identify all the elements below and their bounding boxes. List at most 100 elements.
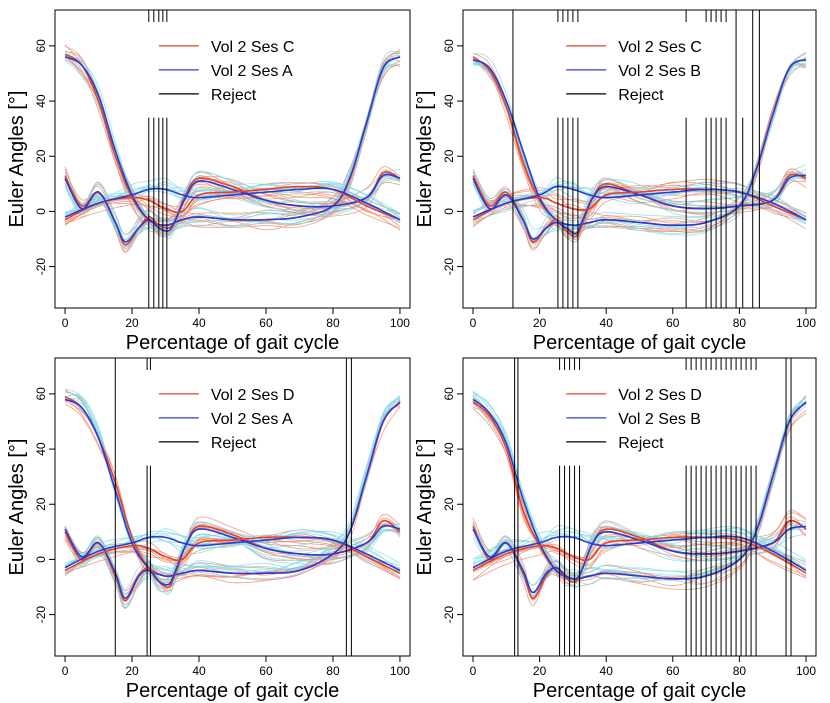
y-tick-label: 20 xyxy=(34,149,48,163)
plot-area xyxy=(64,388,401,609)
x-tick-label: 60 xyxy=(259,664,273,678)
legend-bg xyxy=(551,28,727,99)
y-tick-label: 0 xyxy=(442,208,456,215)
series-line-second-abd xyxy=(64,173,401,243)
x-tick-label: 40 xyxy=(600,664,614,678)
legend: Vol 2 Ses C Vol 2 Ses B Reject xyxy=(551,28,727,104)
y-tick-label: 60 xyxy=(442,39,456,53)
series-line-second-flex xyxy=(64,398,401,578)
x-tick-label: 80 xyxy=(733,664,747,678)
chart-panel-1: 0 20 40 60 80 100 -20 0 20 40 60 Percentage of gait… xyxy=(6,9,411,354)
y-tick-label: 40 xyxy=(34,94,48,108)
x-tick-label: 80 xyxy=(326,664,340,678)
legend-entry: Vol 2 Ses C xyxy=(618,39,702,56)
trial-curve xyxy=(64,191,401,231)
trial-curve xyxy=(472,529,807,570)
x-tick-label: 20 xyxy=(533,316,547,330)
y-tick-label: 60 xyxy=(34,387,48,401)
trial-curve xyxy=(472,530,807,599)
y-tick-label: -20 xyxy=(34,606,48,624)
legend-bg xyxy=(143,28,319,99)
x-tick-label: 80 xyxy=(326,316,340,330)
x-tick-label: 20 xyxy=(533,664,547,678)
series-line-second-rot xyxy=(64,187,401,221)
legend-entry: Vol 2 Ses D xyxy=(211,387,295,404)
legend-entry: Vol 2 Ses B xyxy=(618,411,701,428)
chart-panel-2: 0 20 40 60 80 100 -20 0 20 40 60 Percentage of gait… xyxy=(414,9,817,354)
x-tick-label: 100 xyxy=(796,664,816,678)
x-tick-label: 0 xyxy=(62,664,69,678)
trial-curve xyxy=(64,176,401,248)
legend-entry: Vol 2 Ses D xyxy=(618,387,702,404)
y-tick-label: 40 xyxy=(34,442,48,456)
trial-curve xyxy=(64,54,401,233)
x-tick-label: 40 xyxy=(192,316,206,330)
legend-entry: Vol 2 Ses A xyxy=(211,63,293,80)
y-axis-label: Euler Angles [°] xyxy=(414,439,436,576)
series-line-second-flex xyxy=(472,58,807,227)
x-tick-label: 20 xyxy=(125,316,139,330)
y-axis-label: Euler Angles [°] xyxy=(414,91,436,228)
x-tick-label: 80 xyxy=(733,316,747,330)
y-tick-label: 40 xyxy=(442,94,456,108)
legend-entry: Reject xyxy=(211,435,257,452)
series-line-second-rot xyxy=(472,535,807,572)
series-line-second-flex xyxy=(472,398,807,580)
x-tick-label: 60 xyxy=(666,316,680,330)
legend-entry: Reject xyxy=(618,435,664,452)
legend-entry: Reject xyxy=(211,87,257,104)
chart-panel-3: 0 20 40 60 80 100 -20 0 20 40 60 Percentage of gait… xyxy=(6,357,411,702)
trial-curve xyxy=(472,179,807,251)
y-tick-label: -20 xyxy=(442,606,456,624)
x-tick-label: 0 xyxy=(470,316,477,330)
legend-bg xyxy=(143,376,319,447)
y-tick-label: 20 xyxy=(442,149,456,163)
x-tick-label: 60 xyxy=(666,664,680,678)
trial-curve xyxy=(472,539,807,581)
legend-entry: Vol 2 Ses A xyxy=(211,411,293,428)
plot-frame xyxy=(54,357,411,657)
x-axis-label: Percentage of gait cycle xyxy=(126,332,339,354)
y-tick-label: 0 xyxy=(442,556,456,563)
x-tick-label: 40 xyxy=(600,316,614,330)
plot-area xyxy=(472,51,807,251)
series-line-second-rot xyxy=(64,535,401,572)
y-tick-label: 0 xyxy=(34,556,48,563)
plot-area xyxy=(64,44,401,253)
x-tick-label: 0 xyxy=(62,316,69,330)
legend-bg xyxy=(551,376,727,447)
y-tick-label: 20 xyxy=(34,497,48,511)
y-tick-label: 0 xyxy=(34,208,48,215)
legend-entry: Vol 2 Ses C xyxy=(211,39,295,56)
trial-curve xyxy=(472,396,807,580)
y-tick-label: -20 xyxy=(34,258,48,276)
plot-area xyxy=(472,390,807,607)
trial-curve xyxy=(472,174,807,247)
trial-curve xyxy=(64,537,401,576)
x-tick-label: 60 xyxy=(259,316,273,330)
trial-curve xyxy=(64,175,401,248)
y-axis-label: Euler Angles [°] xyxy=(6,91,28,228)
plot-frame xyxy=(462,357,817,657)
trial-curve xyxy=(472,189,807,225)
x-tick-label: 20 xyxy=(125,664,139,678)
legend: Vol 2 Ses D Vol 2 Ses A Reject xyxy=(143,376,319,452)
series-line-second-rot xyxy=(472,185,807,221)
series-line-first-rot xyxy=(472,536,807,574)
x-tick-label: 40 xyxy=(192,664,206,678)
plot-frame xyxy=(54,9,411,309)
legend-entry: Reject xyxy=(618,87,664,104)
series-line-second-flex xyxy=(64,56,401,226)
legend-entry: Vol 2 Ses B xyxy=(618,63,701,80)
x-tick-label: 100 xyxy=(796,316,816,330)
legend: Vol 2 Ses C Vol 2 Ses A Reject xyxy=(143,28,319,104)
plot-frame xyxy=(462,9,817,309)
x-axis-label: Percentage of gait cycle xyxy=(533,332,746,354)
x-tick-label: 100 xyxy=(390,316,410,330)
y-tick-label: 60 xyxy=(442,387,456,401)
series-line-second-abd xyxy=(472,525,807,594)
x-axis-label: Percentage of gait cycle xyxy=(126,680,339,702)
y-tick-label: 40 xyxy=(442,442,456,456)
y-tick-label: -20 xyxy=(442,258,456,276)
